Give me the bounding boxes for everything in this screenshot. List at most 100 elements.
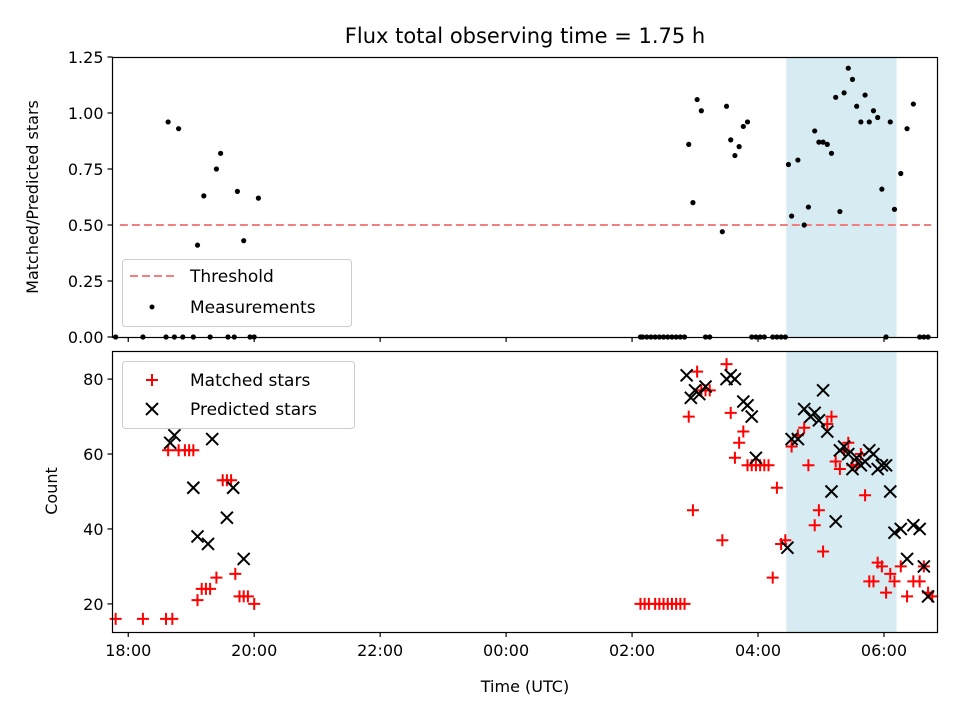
predicted-star-point xyxy=(812,413,826,428)
predicted-star-point xyxy=(845,462,860,476)
measurement-point xyxy=(870,108,877,114)
x-tick-label: 18:00 xyxy=(105,641,151,660)
measurement-point xyxy=(837,208,843,215)
y-tick-label: 0.50 xyxy=(68,216,104,235)
top-x-ticks xyxy=(127,337,885,342)
matched-star-point xyxy=(166,612,179,625)
measurement-point xyxy=(805,204,811,210)
predicted-star-point xyxy=(866,447,881,461)
y-tick-label: 0.25 xyxy=(68,272,104,291)
measurement-point xyxy=(795,157,801,163)
measurement-point xyxy=(812,128,818,134)
predicted-star-point xyxy=(780,540,795,555)
predicted-star-point xyxy=(236,552,251,566)
matched-legend-label: Matched stars xyxy=(190,371,310,391)
predicted-star-point xyxy=(837,439,851,454)
matched-star-point xyxy=(770,481,783,494)
x-tick-label: 02:00 xyxy=(609,641,655,660)
predicted-star-point xyxy=(226,481,240,495)
measurement-point xyxy=(910,101,916,107)
measurement-point xyxy=(740,123,746,130)
x-tick-label: 20:00 xyxy=(231,641,277,660)
top-y-axis-label: Matched/Predicted stars xyxy=(23,100,42,294)
measurements-legend-label: Measurements xyxy=(190,298,316,318)
measurement-point xyxy=(879,186,885,192)
top-y-ticks: 0.00 0.25 0.50 0.75 1.00 1.25 xyxy=(68,48,113,347)
predicted-star-point xyxy=(167,428,182,443)
measurement-point xyxy=(833,94,839,100)
measurement-point xyxy=(194,242,201,248)
top-legend-box xyxy=(122,259,352,327)
matched-star-point xyxy=(859,489,872,502)
predicted-star-point xyxy=(728,372,742,386)
measurement-point xyxy=(816,139,822,145)
measurement-point xyxy=(213,166,220,172)
measurement-point xyxy=(841,90,847,96)
matched-star-point xyxy=(785,440,798,453)
predicted-star-point xyxy=(749,451,763,465)
predicted-star-point xyxy=(186,481,201,495)
y-tick-label: 40 xyxy=(83,520,103,539)
y-tick-label: 1.25 xyxy=(68,48,104,67)
matched-star-point xyxy=(210,571,223,584)
predicted-star-point xyxy=(841,447,855,461)
bottom-axes-frame xyxy=(111,350,939,634)
measurement-point xyxy=(801,222,807,228)
matched-star-point xyxy=(798,421,811,434)
matched-star-point xyxy=(762,459,775,472)
matched-star-point xyxy=(241,590,254,603)
bottom-x-ticks: 18:00 20:00 22:00 00:00 02:00 04:00 06:00 xyxy=(105,632,907,660)
measurement-point xyxy=(698,108,704,114)
predicted-star-point xyxy=(875,458,889,472)
matched-star-point xyxy=(875,560,888,573)
measurement-point xyxy=(744,119,751,125)
matched-star-point xyxy=(136,612,149,625)
matched-star-point xyxy=(191,594,204,607)
bottom-y-axis-label: Count xyxy=(42,467,61,515)
measurement-point xyxy=(858,119,864,125)
x-tick-label: 06:00 xyxy=(861,641,907,660)
top-axes-frame xyxy=(111,56,939,339)
predicted-star-point xyxy=(220,511,234,525)
threshold-legend-label: Threshold xyxy=(189,267,274,287)
predicted-star-point xyxy=(883,484,897,499)
predicted-star-point xyxy=(917,559,931,574)
measurement-point xyxy=(785,161,792,168)
measurement-point xyxy=(820,139,826,145)
x-tick-label: 04:00 xyxy=(735,641,781,660)
predicted-star-point xyxy=(807,406,822,420)
matched-star-point xyxy=(829,455,842,468)
measurement-point xyxy=(201,193,207,199)
matched-star-point xyxy=(682,410,695,423)
matched-star-point xyxy=(724,406,737,419)
matched-star-point xyxy=(686,504,699,517)
matched-star-point xyxy=(737,425,750,438)
bottom-y-ticks: 20 40 60 80 xyxy=(83,370,113,614)
measurement-point xyxy=(891,206,898,212)
matched-star-point xyxy=(766,571,779,584)
matched-star-point xyxy=(187,444,200,457)
predicted-star-point xyxy=(894,522,908,536)
bottom-panel: 20 40 60 80 18:00 20:00 22:00 00:00 02:00 04:00 0… xyxy=(42,350,939,696)
measurement-point xyxy=(241,238,247,244)
matched-star-point xyxy=(833,463,846,476)
measurement-point xyxy=(719,229,725,235)
top-legend: Threshold Measurements xyxy=(122,259,352,327)
predicted-star-point xyxy=(740,398,755,413)
top-data-layer xyxy=(113,65,932,340)
matched-star-point xyxy=(720,358,733,371)
predicted-star-point xyxy=(205,432,219,446)
measurement-point xyxy=(828,150,835,156)
matched-star-point xyxy=(825,410,838,423)
measurement-point xyxy=(732,152,738,159)
matched-star-point xyxy=(894,560,907,573)
predicted-star-point xyxy=(820,424,834,439)
measurement-point xyxy=(234,188,241,194)
measurement-point xyxy=(862,92,868,98)
predicted-star-point xyxy=(791,432,805,446)
predicted-star-point xyxy=(887,526,902,540)
matched-star-point xyxy=(888,575,901,588)
measurement-point xyxy=(255,195,261,201)
matched-star-point xyxy=(229,567,242,580)
